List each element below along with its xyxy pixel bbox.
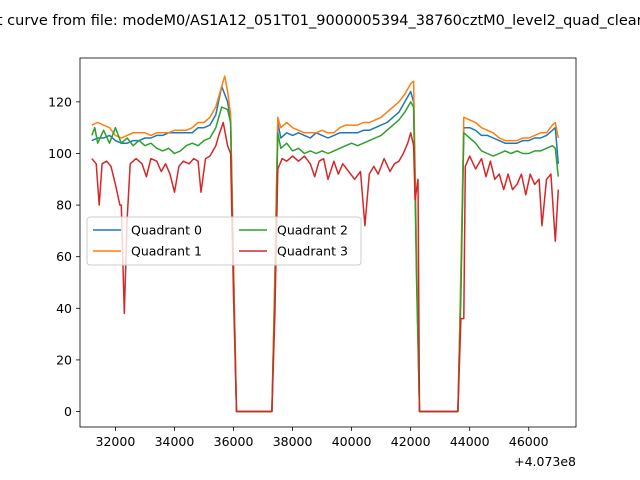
series-line-quadrant-3 bbox=[91, 121, 560, 413]
x-tick-label: 46000 bbox=[509, 434, 549, 449]
x-tick-label: 32000 bbox=[96, 434, 136, 449]
x-axis-offset-label: +4.073e8 bbox=[514, 454, 576, 469]
y-tick-label: 120 bbox=[48, 94, 72, 109]
legend-label: Quadrant 3 bbox=[277, 244, 348, 259]
y-tick-label: 60 bbox=[56, 249, 72, 264]
legend-label: Quadrant 2 bbox=[277, 223, 348, 238]
series-group bbox=[91, 75, 560, 413]
y-tick-label: 40 bbox=[56, 301, 72, 316]
x-tick-label: 34000 bbox=[155, 434, 195, 449]
x-axis: 32000 34000 36000 38000 40000 42000 44000 46000 bbox=[96, 427, 549, 449]
legend-label: Quadrant 1 bbox=[131, 244, 202, 259]
y-tick-label: 80 bbox=[56, 198, 72, 213]
y-axis: 0 20 40 60 80 100 120 bbox=[48, 94, 80, 419]
y-tick-label: 20 bbox=[56, 352, 72, 367]
x-tick-label: 44000 bbox=[450, 434, 490, 449]
x-tick-label: 38000 bbox=[273, 434, 313, 449]
legend-box bbox=[86, 216, 362, 266]
legend: Quadrant 0 Quadrant 1 Quadrant 2 Quadrant 3 bbox=[86, 216, 362, 266]
series-line-quadrant-1 bbox=[91, 75, 560, 413]
y-tick-label: 100 bbox=[48, 146, 72, 161]
x-tick-label: 42000 bbox=[391, 434, 431, 449]
x-tick-label: 40000 bbox=[332, 434, 372, 449]
series-line-quadrant-2 bbox=[91, 101, 560, 413]
x-tick-label: 36000 bbox=[214, 434, 254, 449]
plot-frame bbox=[79, 57, 577, 428]
y-tick-label: 0 bbox=[64, 404, 72, 419]
legend-label: Quadrant 0 bbox=[131, 223, 202, 238]
chart-title: Light curve from file: modeM0/AS1A12_051… bbox=[0, 13, 640, 29]
